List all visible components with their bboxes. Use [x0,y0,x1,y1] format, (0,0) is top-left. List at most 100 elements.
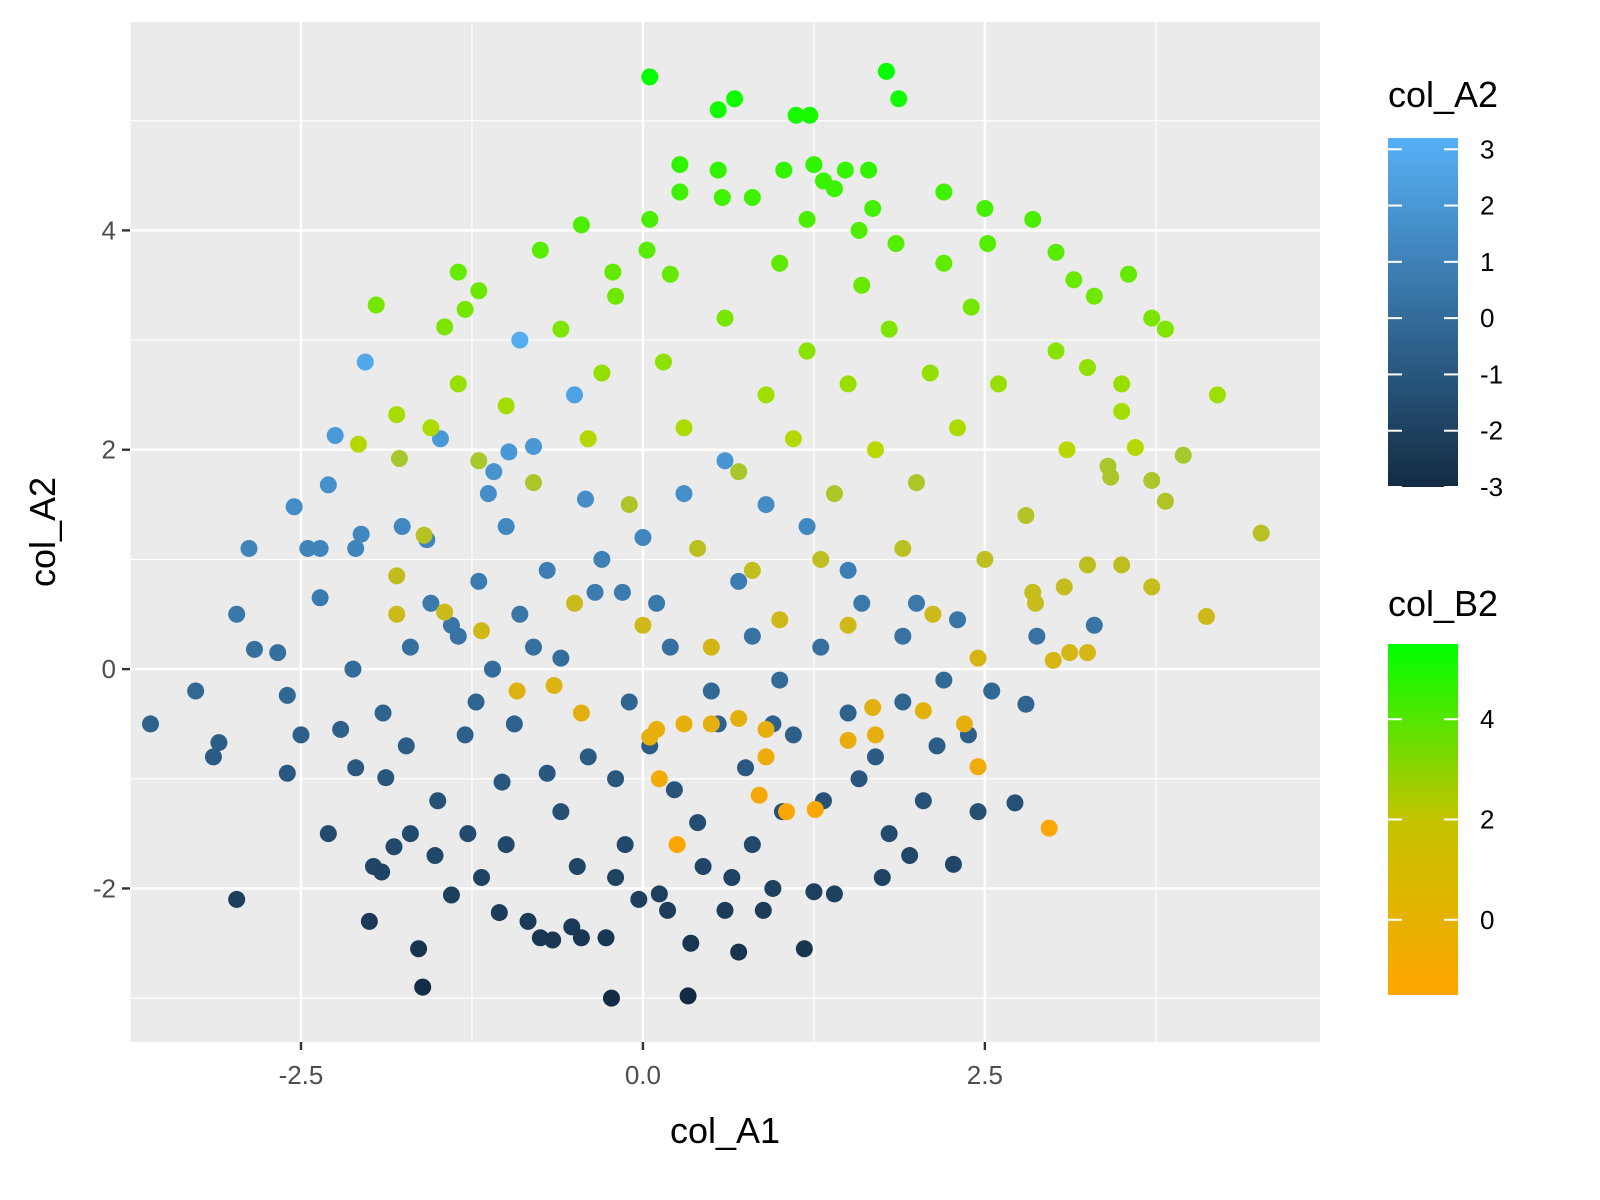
legend-tick-label: 1 [1480,247,1494,277]
data-point [853,594,871,612]
data-point [360,912,378,930]
data-point [730,572,748,590]
data-point [187,682,205,700]
data-point [602,989,620,1007]
data-point [210,734,228,752]
data-point [935,671,953,689]
data-point [764,879,782,897]
data-point [914,702,932,720]
data-point [1102,468,1120,486]
data-point [1047,243,1065,261]
data-point [479,485,497,503]
data-point [593,550,611,568]
data-point [730,943,748,961]
x-tick-label: -2.5 [279,1060,324,1090]
x-tick-label: 2.5 [967,1060,1003,1090]
data-point [976,550,994,568]
data-point [607,287,625,305]
data-point [839,616,857,634]
data-point [661,638,679,656]
data-point [1120,265,1138,283]
data-point [839,375,857,393]
data-point [311,589,329,607]
data-point [969,649,987,667]
data-point [1113,375,1131,393]
data-point [616,836,634,854]
data-point [388,605,406,623]
legend-col-a2-colorbar [1388,138,1458,487]
data-point [853,276,871,294]
data-point [860,161,878,179]
data-point [473,622,491,640]
data-point [544,931,562,949]
data-point [374,704,392,722]
data-point [401,638,419,656]
data-point [269,644,287,662]
data-point [778,803,796,821]
legend-col-b2-title: col_B2 [1388,583,1498,624]
data-point [545,677,563,695]
y-tick-label: 4 [102,215,116,245]
legend-col-b2-ticks: 4 2 0 [1388,704,1494,935]
legend-col-a2-ticks: 3 2 1 0 -1 -2 -3 [1388,134,1503,502]
data-point [648,594,666,612]
data-point [349,435,367,453]
data-point [661,265,679,283]
data-point [737,759,755,777]
data-point [604,263,622,281]
data-point [1126,439,1144,457]
legend-tick-label: 4 [1480,704,1494,734]
data-point [873,868,891,886]
data-point [459,825,477,843]
data-point [1156,492,1174,510]
data-point [500,443,518,461]
data-point [668,836,686,854]
data-point [1061,644,1079,662]
data-point [326,426,344,444]
data-point [1113,556,1131,574]
data-point [812,550,830,568]
data-point [638,241,656,259]
data-point [866,726,884,744]
data-point [630,890,648,908]
data-point [142,715,160,733]
data-point [579,430,597,448]
data-point [410,940,428,958]
data-point [921,364,939,382]
data-point [806,800,824,818]
data-point [901,847,919,865]
data-point [1208,386,1226,404]
data-point [436,318,454,336]
data-point [1078,358,1096,376]
data-point [415,526,433,544]
data-point [566,386,584,404]
data-point [449,263,467,281]
data-point [1113,402,1131,420]
data-point [682,934,700,952]
data-point [563,918,581,936]
data-point [750,786,768,804]
data-point [508,682,526,700]
data-point [634,616,652,634]
data-point [531,241,549,259]
data-point [976,199,994,217]
data-point [979,235,997,253]
y-tick-label: 0 [102,654,116,684]
data-point [586,583,604,601]
data-point [566,594,584,612]
data-point [702,682,720,700]
data-point [497,397,515,415]
data-point [641,210,659,228]
data-point [787,106,805,124]
data-point [593,364,611,382]
data-point [597,929,615,947]
data-point [689,814,707,832]
data-point [473,868,491,886]
data-point [426,847,444,865]
data-point [1006,794,1024,812]
data-point [388,406,406,424]
data-point [671,183,689,201]
data-point [490,904,508,922]
data-point [866,441,884,459]
